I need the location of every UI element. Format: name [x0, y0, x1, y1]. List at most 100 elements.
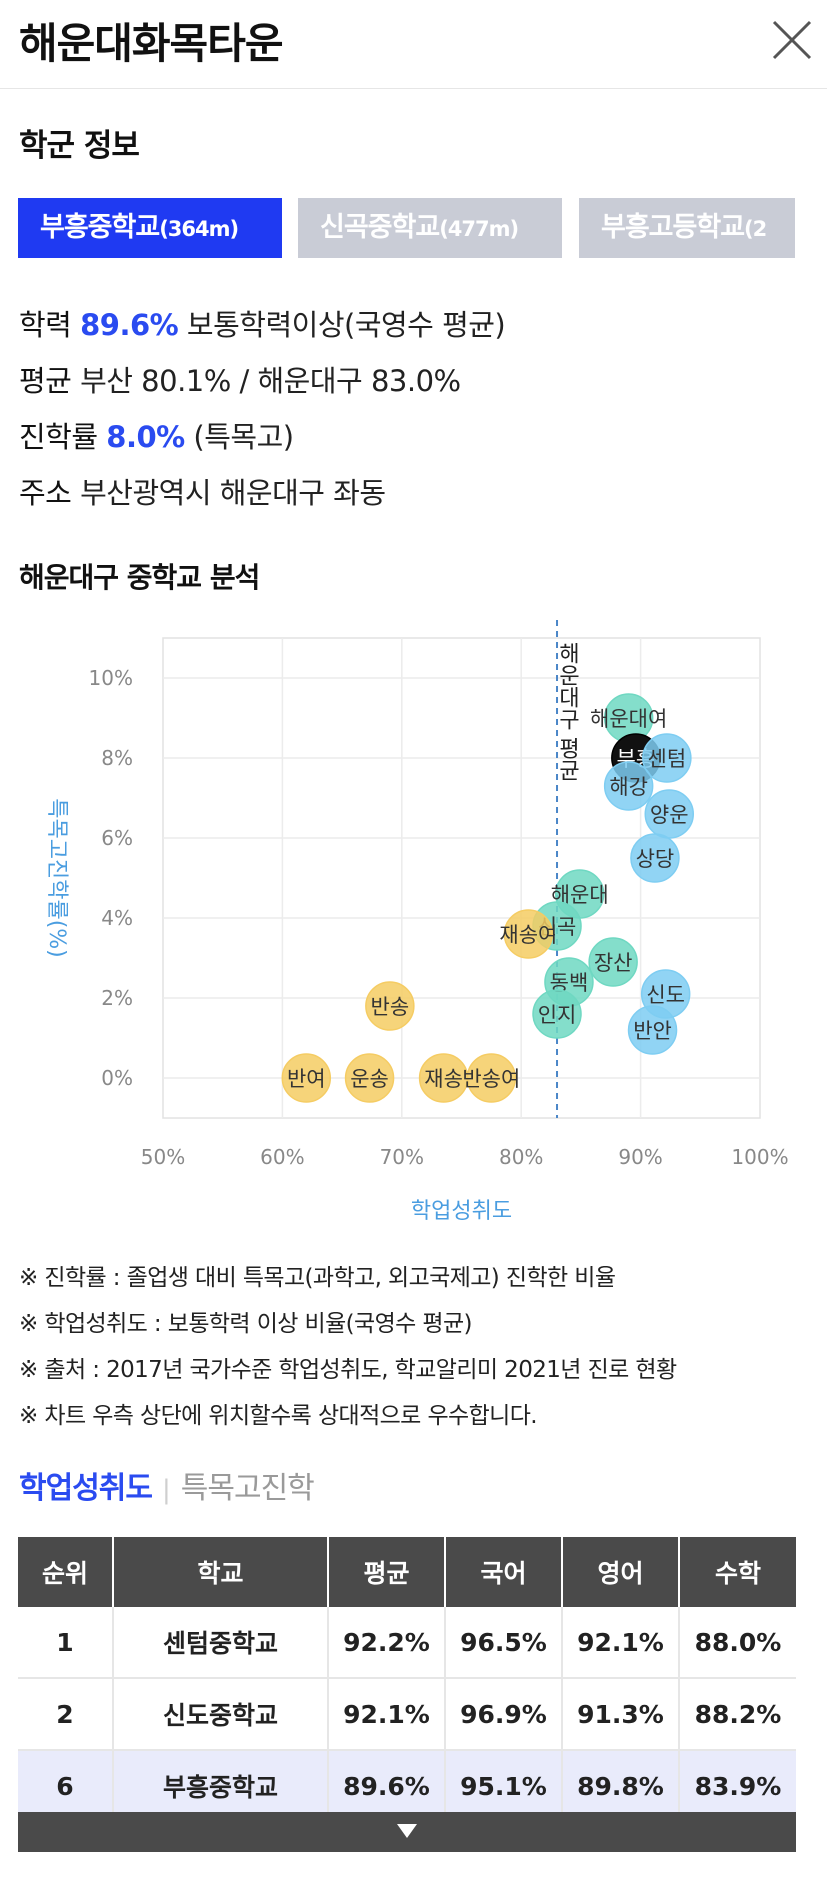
subtab-achievement[interactable]: 학업성취도: [19, 1471, 153, 1506]
header-english: 영어: [562, 1537, 680, 1607]
point-label: 인지: [538, 1003, 577, 1027]
scatter-point: [344, 1053, 395, 1103]
tab-school-name: 부흥중학교: [40, 212, 160, 243]
table-row: 1 센텀중학교 92.2% 96.5% 92.1% 88.0%: [18, 1607, 796, 1679]
point-label: 장산: [594, 951, 633, 975]
average-text: 부산 80.1% / 해운대구 83.0%: [80, 364, 461, 398]
advancement-line: 진학률 8.0% (특목고): [19, 414, 294, 456]
y-tick-label: 2%: [101, 986, 133, 1010]
scatter-point: [466, 1053, 517, 1103]
y-tick-label: 4%: [101, 906, 133, 930]
cell-school: 센텀중학교: [113, 1607, 329, 1679]
cell-korean: 96.5%: [445, 1607, 563, 1679]
header-math: 수학: [679, 1537, 796, 1607]
cell-rank: 2: [18, 1678, 114, 1751]
note-source: ※ 출처 : 2017년 국가수준 학업성취도, 학교알리미 2021년 진로 …: [19, 1357, 677, 1383]
subtab-advancement[interactable]: 특목고진학: [180, 1471, 315, 1506]
ranking-table: 순위 학교 평균 국어 영어 수학 1 센텀중학교 92.2% 96.5% 92…: [18, 1537, 796, 1823]
school-info-title: 학군 정보: [19, 128, 140, 164]
point-label: 재송여: [499, 923, 557, 947]
scatter-point: [642, 733, 692, 783]
table-header-row: 순위 학교 평균 국어 영어 수학: [18, 1537, 796, 1607]
tab-school-3[interactable]: 부흥고등학교(2: [579, 198, 795, 258]
x-tick-label: 80%: [499, 1145, 543, 1169]
x-axis-label: 학업성취도: [411, 1199, 512, 1224]
academic-label: 학력: [19, 308, 72, 342]
tab-school-2[interactable]: 신곡중학교(477m): [298, 198, 562, 258]
scatter-point: [627, 1005, 678, 1055]
x-tick-label: 90%: [618, 1145, 662, 1169]
note-achievement: ※ 학업성취도 : 보통학력 이상 비율(국영수 평균): [19, 1311, 473, 1337]
tab-school-distance: (2: [744, 217, 767, 241]
y-axis-label: 특목고진학률(%): [44, 798, 69, 958]
tab-school-1[interactable]: 부흥중학교(364m): [18, 198, 282, 258]
point-label: 신도: [646, 983, 685, 1007]
point-label: 해강: [609, 775, 648, 799]
point-label: 양운: [650, 803, 689, 827]
advancement-value: 8.0%: [106, 420, 185, 454]
advancement-label: 진학률: [19, 420, 98, 454]
header-school: 학교: [113, 1537, 329, 1607]
note-chart-hint: ※ 차트 우측 상단에 위치할수록 상대적으로 우수합니다.: [19, 1403, 538, 1429]
cell-english: 92.1%: [562, 1607, 680, 1679]
average-label: 평균: [19, 364, 72, 398]
y-tick-label: 6%: [101, 826, 133, 850]
advancement-desc: (특목고): [193, 420, 294, 454]
tab-school-distance: (364m): [159, 217, 239, 241]
tab-school-distance: (477m): [439, 217, 519, 241]
scatter-point: [532, 989, 582, 1039]
header-average: 평균: [328, 1537, 446, 1607]
cell-rank: 1: [18, 1607, 114, 1679]
scatter-point: [588, 937, 638, 987]
cell-school: 부흥중학교: [113, 1750, 329, 1823]
cell-korean: 96.9%: [445, 1678, 563, 1751]
table-row: 2 신도중학교 92.1% 96.9% 91.3% 88.2%: [18, 1678, 796, 1751]
subtab-divider: |: [162, 1475, 171, 1505]
apartment-title: 해운대화목타운: [19, 19, 283, 68]
y-tick-label: 8%: [101, 746, 133, 770]
academic-line: 학력 89.6% 보통학력이상(국영수 평균): [19, 302, 506, 344]
cell-average: 89.6%: [328, 1750, 446, 1823]
cell-average: 92.1%: [328, 1678, 446, 1751]
average-line: 평균 부산 80.1% / 해운대구 83.0%: [19, 358, 461, 400]
y-tick-label: 0%: [101, 1066, 133, 1090]
reference-line-label: 해운대구 평균: [555, 642, 580, 781]
point-label: 반여: [287, 1067, 326, 1091]
tab-school-name: 신곡중학교: [320, 212, 440, 243]
point-label: 재송: [424, 1067, 463, 1091]
point-label: 반안: [633, 1019, 672, 1043]
plot-frame: [162, 637, 761, 1119]
cell-rank: 6: [18, 1750, 114, 1823]
point-label: 센텀: [648, 747, 687, 771]
close-icon[interactable]: [768, 16, 816, 64]
point-label: 반송: [371, 995, 410, 1019]
expand-table-button[interactable]: [18, 1812, 796, 1852]
cell-school: 신도중학교: [113, 1678, 329, 1751]
address-label: 주소: [19, 476, 72, 510]
x-tick-label: 50%: [141, 1145, 185, 1169]
address-line: 주소 부산광역시 해운대구 좌동: [19, 470, 386, 512]
cell-english: 91.3%: [562, 1678, 680, 1751]
cell-korean: 95.1%: [445, 1750, 563, 1823]
panel-header: 해운대화목타운: [0, 0, 827, 89]
x-tick-label: 70%: [380, 1145, 424, 1169]
school-tabs: 부흥중학교(364m) 신곡중학교(477m) 부흥고등학교(2: [18, 198, 795, 260]
point-label: 해운대여: [590, 707, 667, 731]
y-tick-label: 10%: [89, 666, 133, 690]
scatter-point: [603, 761, 654, 811]
header-rank: 순위: [18, 1537, 114, 1607]
note-advancement: ※ 진학률 : 졸업생 대비 특목고(과학고, 외고국제고) 진학한 비율: [19, 1265, 616, 1291]
academic-desc: 보통학력이상(국영수 평균): [186, 308, 506, 342]
ranking-subtabs: 학업성취도 | 특목고진학: [19, 1463, 315, 1507]
academic-value: 89.6%: [80, 308, 179, 342]
header-korean: 국어: [445, 1537, 563, 1607]
tab-school-name: 부흥고등학교: [601, 212, 745, 243]
scatter-point: [630, 833, 680, 883]
scatter-point: [365, 981, 415, 1031]
x-tick-label: 60%: [260, 1145, 304, 1169]
scatter-chart: 0% 2% 4% 6% 8% 10% 50% 60% 70% 80% 90% 100% 학업성취도 특목고…: [44, 620, 789, 1224]
address-text: 부산광역시 해운대구 좌동: [80, 476, 386, 510]
cell-math: 88.2%: [679, 1678, 796, 1751]
point-label: 반송여: [462, 1067, 520, 1091]
x-tick-label: 100%: [731, 1145, 788, 1169]
